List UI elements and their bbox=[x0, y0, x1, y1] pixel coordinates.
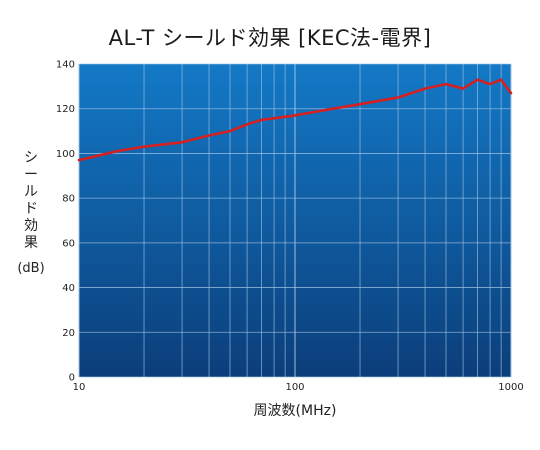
y-tick-label: 120 bbox=[56, 104, 75, 115]
x-tick-label: 100 bbox=[285, 382, 304, 393]
series-line bbox=[77, 78, 513, 162]
chart-title: AL-T シールド効果 [KEC法-電界] bbox=[108, 26, 432, 50]
y-axis-unit: (dB) bbox=[17, 261, 45, 276]
y-tick-label: 140 bbox=[56, 60, 75, 71]
y-tick-label: 0 bbox=[69, 373, 75, 384]
y-tick-label: 40 bbox=[62, 283, 75, 294]
x-tick-label: 1000 bbox=[498, 382, 523, 393]
y-axis-label-char: 果 bbox=[24, 235, 38, 251]
grid bbox=[78, 63, 512, 378]
y-tick-label: 100 bbox=[56, 149, 75, 160]
y-axis-label-text: シールド効果 bbox=[14, 150, 48, 252]
y-tick-label: 60 bbox=[62, 238, 75, 249]
y-axis-label-char: ー bbox=[24, 167, 38, 183]
series-layer bbox=[77, 78, 513, 162]
y-axis-label-char: ド bbox=[24, 201, 38, 217]
y-axis-label: シールド効果 (dB) bbox=[14, 150, 48, 277]
tick-labels: 0 20 40 60 80 100 120 140 10 100 1000 bbox=[56, 60, 524, 394]
x-axis-label: 周波数(MHz) bbox=[253, 403, 337, 419]
x-tick-label: 10 bbox=[73, 382, 86, 393]
y-axis-label-char: 効 bbox=[24, 218, 38, 234]
y-tick-label: 80 bbox=[62, 194, 75, 205]
y-axis-label-char: ル bbox=[24, 184, 38, 200]
y-axis-label-char: シ bbox=[24, 150, 38, 166]
y-tick-label: 20 bbox=[62, 328, 75, 339]
